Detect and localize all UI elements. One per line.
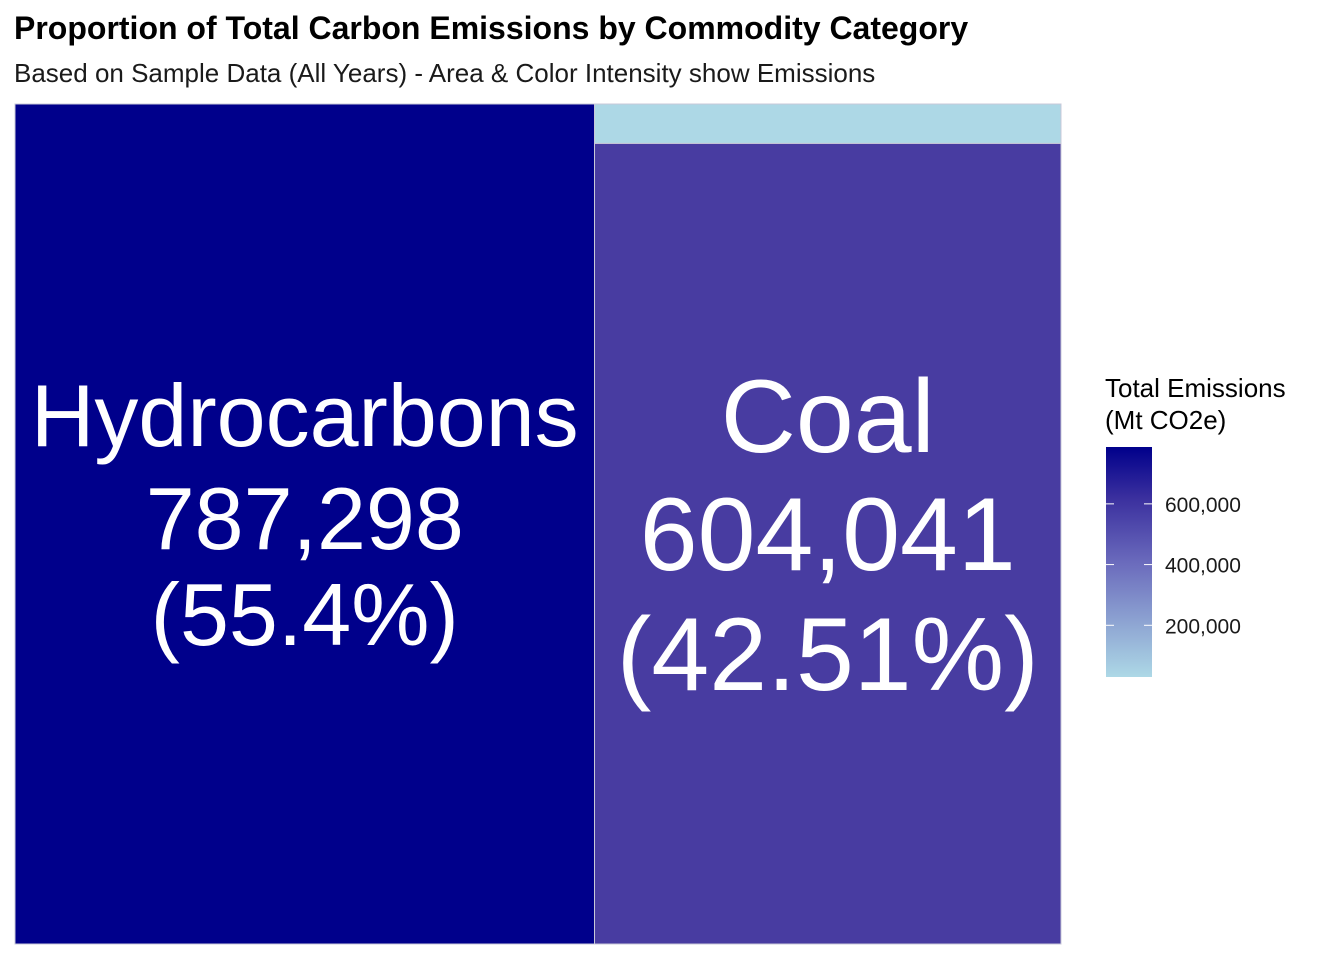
tile-label-value: 604,041: [640, 477, 1016, 593]
chart-subtitle: Based on Sample Data (All Years) - Area …: [14, 58, 876, 88]
legend-tick-label: 400,000: [1165, 555, 1241, 578]
tile-hydrocarbons: [14, 103, 596, 945]
tile-label-value: 787,298: [146, 469, 464, 568]
legend-title: Total Emissions (Mt CO2e): [1105, 372, 1286, 436]
legend-tick-label: 200,000: [1165, 615, 1241, 638]
tile-label-percent: (55.4%): [151, 565, 459, 664]
legend-color-bar: [1106, 447, 1152, 677]
legend-title-line2: (Mt CO2e): [1105, 405, 1227, 435]
legend-title-line1: Total Emissions: [1105, 373, 1286, 403]
tile-coal: [594, 142, 1062, 945]
tile-label-percent: (42.51%): [617, 597, 1039, 713]
legend-tick-label: 600,000: [1165, 494, 1241, 517]
color-legend: 600,000 400,000 200,000: [1106, 447, 1241, 677]
tile-label-name: Coal: [721, 359, 935, 475]
tile-other: [594, 103, 1062, 144]
chart-title: Proportion of Total Carbon Emissions by …: [14, 10, 969, 46]
tile-label-name: Hydrocarbons: [31, 366, 579, 465]
